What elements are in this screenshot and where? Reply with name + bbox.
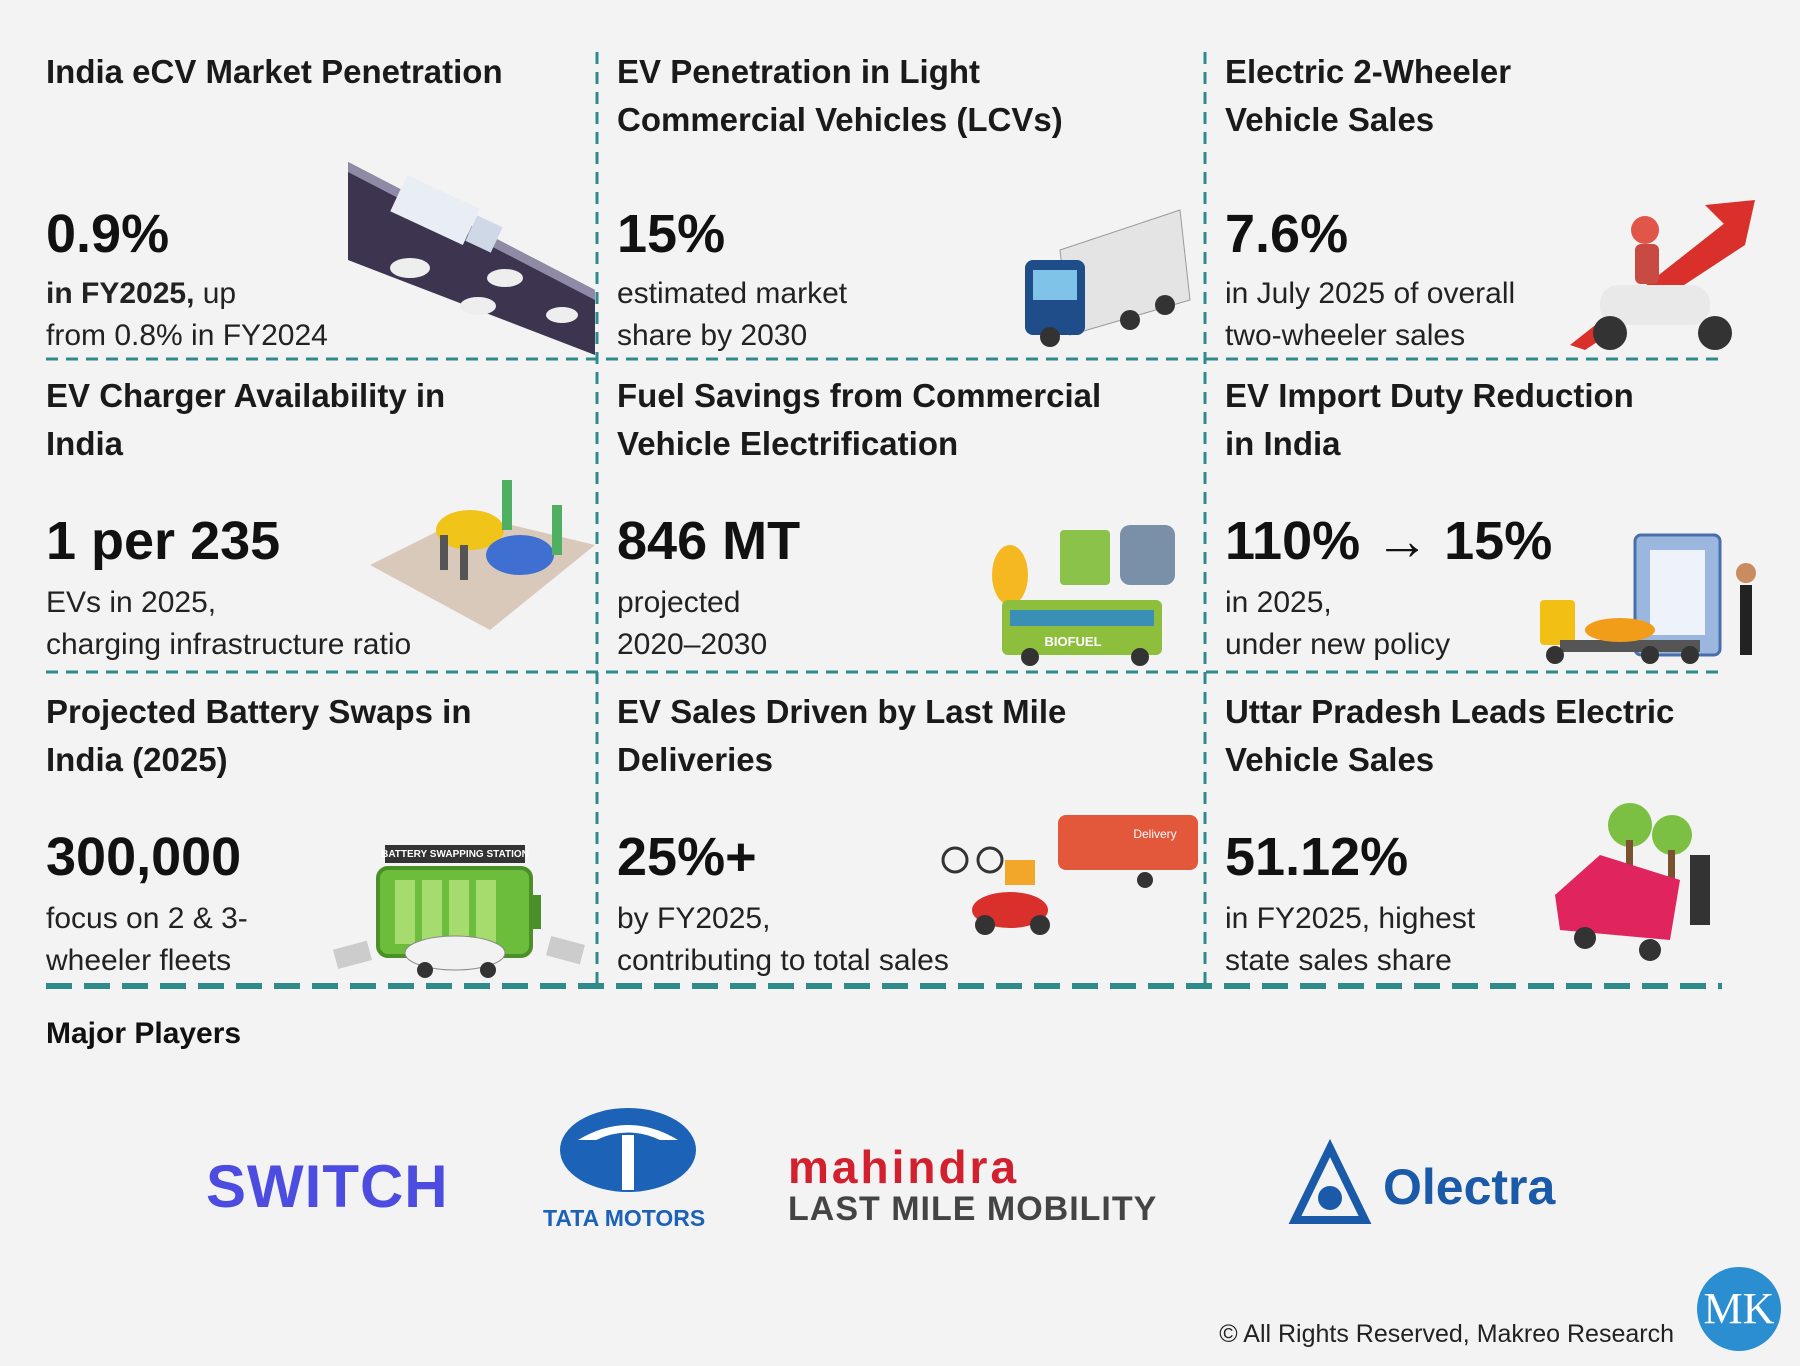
- card-title-line: Deliveries: [617, 741, 773, 778]
- card-title-line: Vehicle Electrification: [617, 425, 959, 462]
- card-title: EV Sales Driven by Last Mile Deliveries: [617, 688, 1066, 784]
- card-title-line: India eCV Market Penetration: [46, 53, 503, 90]
- badge-circle: [1697, 1267, 1781, 1351]
- illustration-battery: BATTERY SWAPPING STATION: [332, 845, 585, 978]
- card-description: in 2025, under new policy: [1225, 582, 1450, 666]
- card-description: focus on 2 & 3- wheeler fleets: [46, 898, 248, 982]
- logo-olectra: Olectra: [1383, 1159, 1556, 1215]
- card-description-line: focus on 2 & 3-: [46, 902, 248, 935]
- illustration-ev-car: [1555, 803, 1710, 961]
- card-description: in FY2025, highest state sales share: [1225, 898, 1475, 982]
- stat-card: India eCV Market Penetration 0.9% in FY202…: [46, 48, 606, 352]
- card-title-line: Commercial Vehicles (LCVs): [617, 101, 1063, 138]
- stat-card: EV Import Duty Reduction in India 110% → 1…: [1225, 372, 1785, 672]
- logo-tata: TATA MOTORS: [543, 1205, 706, 1231]
- card-description-line: share by 2030: [617, 319, 808, 352]
- card-description-line: EVs in 2025,: [46, 586, 217, 619]
- card-description-line: in 2025,: [1225, 586, 1332, 619]
- card-description-line: up: [202, 277, 237, 310]
- illustration-truck: [1025, 209, 1191, 347]
- card-description-line: projected: [617, 586, 741, 619]
- card-description-line: two-wheeler sales: [1225, 319, 1466, 352]
- card-title-line: in India: [1225, 425, 1341, 462]
- card-stat: 51.12%: [1225, 827, 1409, 887]
- card-description: in July 2025 of overall two-wheeler sales: [1225, 273, 1515, 357]
- card-description: projected 2020–2030: [617, 582, 767, 666]
- card-description-line: estimated market: [617, 277, 848, 310]
- card-description-line: charging infrastructure ratio: [46, 628, 412, 661]
- card-description-line: in FY2025, highest: [1225, 902, 1476, 935]
- stat-card: EV Charger Availability in India 1 per 235…: [46, 372, 606, 672]
- card-title-line: India (2025): [46, 741, 228, 778]
- card-title-line: Vehicle Sales: [1225, 741, 1435, 778]
- stat-card: EV Sales Driven by Last Mile Deliveries 25…: [617, 688, 1177, 988]
- card-description-line: state sales share: [1225, 944, 1452, 977]
- card-description-line: in July 2025 of overall: [1225, 277, 1516, 310]
- logo-switch: SWITCH: [206, 1153, 449, 1220]
- card-description-line: under new policy: [1225, 628, 1451, 661]
- card-title-line: EV Charger Availability in: [46, 377, 446, 414]
- card-description-line: contributing to total sales: [617, 944, 949, 977]
- card-description: estimated market share by 2030: [617, 273, 847, 357]
- card-title-line: Electric 2-Wheeler: [1225, 53, 1512, 90]
- card-title-line: EV Sales Driven by Last Mile: [617, 693, 1067, 730]
- card-description-line: 2020–2030: [617, 628, 768, 661]
- card-title-line: India: [46, 425, 124, 462]
- card-title-line: EV Import Duty Reduction: [1225, 377, 1634, 414]
- card-title-line: Projected Battery Swaps in: [46, 693, 472, 730]
- card-stat: 15%: [617, 204, 726, 264]
- card-stat: 0.9%: [46, 204, 170, 264]
- footer: © All Rights Reserved, Makreo Research: [1219, 1320, 1674, 1348]
- illustration-delivery: Delivery: [941, 815, 1198, 935]
- card-title-line: Uttar Pradesh Leads Electric: [1225, 693, 1675, 730]
- card-title-line: EV Penetration in Light: [617, 53, 981, 90]
- illustration-biofuel: BIOFUEL: [992, 525, 1175, 666]
- illustration-label: BATTERY SWAPPING STATION: [381, 849, 529, 860]
- card-description: EVs in 2025, charging infrastructure rati…: [46, 582, 411, 666]
- card-title: India eCV Market Penetration: [46, 48, 503, 96]
- badge: MK: [1703, 1284, 1775, 1333]
- card-stat: 110% → 15%: [1225, 511, 1553, 571]
- card-description: by FY2025, contributing to total sales: [617, 898, 949, 982]
- card-title: EV Penetration in Light Commercial Vehicl…: [617, 48, 1063, 144]
- illustration-label: Delivery: [1133, 827, 1176, 841]
- card-stat: 846 MT: [617, 511, 801, 571]
- card-description-line: by FY2025,: [617, 902, 771, 935]
- card-description-line: from 0.8% in FY2024: [46, 319, 328, 352]
- card-title: EV Charger Availability in India: [46, 372, 445, 468]
- card-title: Projected Battery Swaps in India (2025): [46, 688, 471, 784]
- illustration-highway: [348, 162, 595, 355]
- logo-mahindra: mahindra: [788, 1141, 1020, 1193]
- illustration-policy: [1540, 533, 1756, 664]
- stat-card: EV Penetration in Light Commercial Vehicl…: [617, 48, 1177, 352]
- card-description: in FY2025, up from 0.8% in FY2024: [46, 273, 328, 357]
- card-stat: 1 per 235: [46, 511, 281, 571]
- card-title: Uttar Pradesh Leads Electric Vehicle Sale…: [1225, 688, 1674, 784]
- card-title: Fuel Savings from Commercial Vehicle Elec…: [617, 372, 1101, 468]
- illustration-scooter: [1570, 200, 1755, 350]
- stat-card: Electric 2-Wheeler Vehicle Sales 7.6% in Ju…: [1225, 48, 1785, 352]
- illustration-label: BIOFUEL: [1044, 634, 1101, 649]
- card-title: Electric 2-Wheeler Vehicle Sales: [1225, 48, 1511, 144]
- card-emphasis: in FY2025,: [46, 277, 195, 310]
- illustration-charging: [370, 480, 595, 630]
- card-description-line: wheeler fleets: [46, 944, 232, 977]
- stat-card: Fuel Savings from Commercial Vehicle Elec…: [617, 372, 1177, 672]
- card-stat: 300,000: [46, 827, 242, 887]
- dividers: [46, 52, 1722, 985]
- stat-card: Projected Battery Swaps in India (2025) 30…: [46, 688, 606, 988]
- card-stat: 25%+: [617, 827, 757, 887]
- stat-card: Uttar Pradesh Leads Electric Vehicle Sale…: [1225, 688, 1785, 988]
- logos: [560, 1108, 1372, 1224]
- card-title-line: Fuel Savings from Commercial: [617, 377, 1102, 414]
- logo-mahindra-sub: LAST MILE MOBILITY: [788, 1190, 1158, 1228]
- card-title-line: Vehicle Sales: [1225, 101, 1435, 138]
- card-stat: 7.6%: [1225, 204, 1349, 264]
- card-title: EV Import Duty Reduction in India: [1225, 372, 1634, 468]
- players-title: Major Players: [46, 1017, 242, 1050]
